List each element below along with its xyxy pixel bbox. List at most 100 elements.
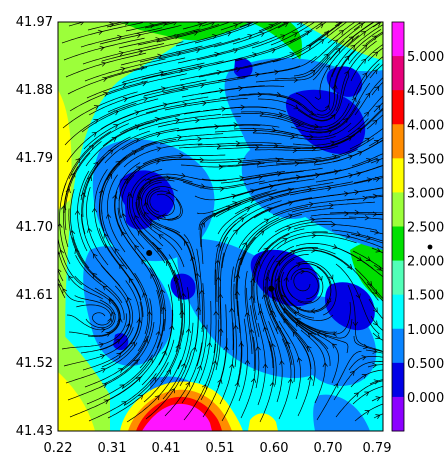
streamline-arrow bbox=[146, 311, 153, 316]
streamline-arrow bbox=[149, 23, 155, 29]
streamline-arrow bbox=[357, 127, 363, 133]
plot-frame bbox=[57, 21, 384, 432]
streamline-arrow bbox=[244, 359, 251, 365]
streamlines bbox=[58, 22, 383, 423]
streamline-arrow bbox=[138, 394, 144, 400]
streamline-arrow bbox=[286, 226, 292, 232]
streamline-arrow bbox=[282, 237, 288, 243]
streamline-arrow bbox=[257, 92, 263, 98]
speed-contour-region bbox=[248, 413, 278, 431]
streamline-arrow bbox=[156, 146, 162, 152]
streamline-arrow bbox=[155, 330, 161, 336]
speed-contour-region bbox=[313, 394, 370, 431]
streamline-arrow bbox=[113, 110, 119, 116]
streamline-arrow bbox=[223, 345, 229, 351]
streamline-arrow bbox=[364, 410, 370, 415]
streamline-arrow bbox=[375, 334, 381, 339]
streamline-arrow bbox=[332, 84, 338, 90]
streamline-arrow bbox=[99, 354, 106, 360]
streamline-arrow bbox=[116, 352, 122, 358]
streamline-arrow bbox=[103, 91, 109, 97]
streamline-arrow bbox=[120, 66, 126, 72]
streamline-arrow bbox=[355, 293, 361, 299]
streamline-arrow bbox=[235, 140, 241, 146]
streamline-arrow bbox=[232, 229, 238, 235]
streamline-arrow bbox=[362, 195, 368, 201]
streamline-arrow bbox=[349, 370, 355, 376]
colorbar-label: 2.000 bbox=[407, 255, 444, 270]
streamline-arrow bbox=[199, 82, 205, 89]
streamline-arrow bbox=[331, 221, 336, 228]
streamline-arrow bbox=[287, 378, 294, 384]
streamline-arrow bbox=[325, 64, 331, 70]
streamline-arrow bbox=[130, 341, 135, 347]
streamline bbox=[354, 77, 383, 116]
streamline-arrow bbox=[267, 207, 273, 213]
streamline-arrow bbox=[216, 69, 222, 76]
streamline bbox=[365, 194, 383, 198]
streamline-arrow bbox=[268, 184, 274, 190]
streamline bbox=[296, 22, 303, 26]
streamline-arrow bbox=[201, 324, 207, 330]
streamline-arrow bbox=[240, 104, 246, 110]
streamline-arrow bbox=[80, 192, 86, 198]
streamline-arrow bbox=[335, 47, 341, 53]
streamline bbox=[348, 32, 383, 65]
streamline-arrow bbox=[229, 307, 235, 313]
streamline-arrow bbox=[371, 35, 378, 41]
streamline-arrow bbox=[372, 289, 378, 295]
streamline-arrow bbox=[274, 69, 279, 75]
streamline-arrow bbox=[114, 248, 120, 254]
streamline-arrow bbox=[300, 269, 306, 275]
streamline-arrow bbox=[307, 345, 312, 351]
streamline-arrow bbox=[121, 82, 127, 88]
streamline-arrow bbox=[148, 358, 153, 364]
x-tick-label: 0.31 bbox=[98, 441, 127, 456]
streamline-arrow bbox=[333, 39, 339, 45]
streamline-arrow bbox=[100, 327, 106, 333]
streamline-arrow bbox=[70, 172, 76, 178]
streamline-arrow bbox=[257, 174, 263, 181]
streamline-arrow bbox=[292, 331, 298, 337]
streamline bbox=[258, 22, 280, 32]
streamline-arrow bbox=[180, 292, 187, 298]
streamline-arrow bbox=[262, 363, 268, 369]
x-tick-label: 0.51 bbox=[206, 441, 235, 456]
streamline-arrow bbox=[290, 249, 296, 255]
streamline-arrow bbox=[322, 362, 328, 368]
streamline bbox=[371, 247, 383, 254]
streamline-arrow bbox=[158, 234, 164, 240]
streamline-arrow bbox=[88, 145, 94, 150]
colorbar-frame bbox=[391, 21, 405, 432]
streamline-arrow bbox=[350, 44, 356, 50]
colorbar-label: 1.500 bbox=[407, 289, 444, 304]
streamline-arrow bbox=[295, 307, 302, 312]
streamline-arrow bbox=[372, 69, 378, 75]
streamline-arrow bbox=[304, 30, 310, 36]
streamline-arrow bbox=[366, 177, 372, 183]
colorbar-marker bbox=[427, 244, 433, 250]
streamline bbox=[330, 107, 383, 146]
colorbar-swatch bbox=[392, 158, 404, 193]
station-point bbox=[146, 250, 153, 256]
colorbar-swatch bbox=[392, 362, 404, 398]
streamline-arrow bbox=[135, 376, 141, 382]
streamline-arrow bbox=[364, 137, 370, 143]
streamline-arrow bbox=[197, 136, 203, 142]
streamline-arrow bbox=[161, 350, 167, 356]
station-points bbox=[146, 250, 275, 292]
streamline-arrow bbox=[193, 30, 199, 36]
streamline-arrow bbox=[219, 186, 225, 192]
streamline-arrow bbox=[169, 325, 175, 330]
streamline-arrow bbox=[213, 310, 219, 316]
streamline-arrow bbox=[194, 117, 200, 123]
streamline-arrow bbox=[295, 174, 301, 180]
speed-contour-region bbox=[125, 203, 153, 230]
streamline-arrow bbox=[75, 157, 81, 164]
speed-contour-region bbox=[350, 240, 383, 300]
streamline-arrow bbox=[218, 88, 224, 94]
streamline-arrow bbox=[372, 362, 378, 369]
streamline bbox=[372, 22, 382, 28]
streamline-arrow bbox=[263, 326, 269, 332]
streamline-arrow bbox=[185, 381, 191, 387]
